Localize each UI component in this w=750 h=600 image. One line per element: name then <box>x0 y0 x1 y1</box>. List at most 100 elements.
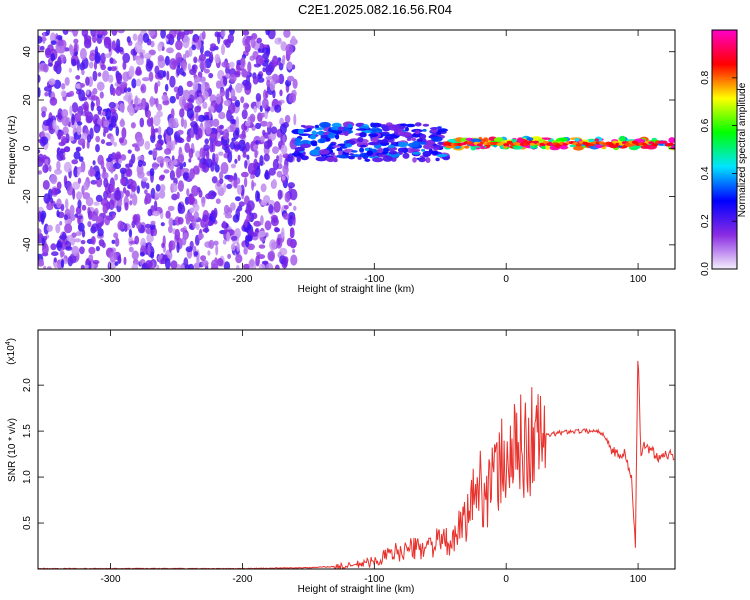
heatmap-cell <box>189 68 197 76</box>
heatmap-cell <box>251 212 258 220</box>
heatmap-cell <box>91 236 96 245</box>
x-tick-label: -200 <box>232 274 252 285</box>
heatmap-cell <box>142 161 147 167</box>
heatmap-cell <box>277 189 283 200</box>
heatmap-cell <box>232 214 240 223</box>
heatmap-cell <box>414 122 422 127</box>
heatmap-cell <box>125 163 132 168</box>
heatmap-cell <box>53 79 62 90</box>
snr-y-ticks: 0.5 1.0 1.5 2.0 <box>22 378 675 530</box>
heatmap-cell <box>54 168 62 175</box>
heatmap-cell <box>100 139 106 145</box>
heatmap-cell <box>110 167 114 174</box>
heatmap-cell <box>157 134 162 140</box>
heatmap-cell <box>287 75 295 82</box>
heatmap-cell <box>83 101 89 112</box>
heatmap-cell <box>148 71 154 82</box>
colorbar-frame <box>711 29 738 270</box>
heatmap-cell <box>387 124 400 131</box>
heatmap-cell <box>106 157 113 162</box>
heatmap-cell <box>431 150 439 155</box>
heatmap-cell <box>205 158 213 168</box>
heatmap-cell <box>415 130 420 135</box>
heatmap-cell <box>418 157 426 163</box>
y-tick-label: 40 <box>22 46 33 58</box>
heatmap-cell <box>44 92 49 97</box>
heatmap-cell <box>259 120 268 127</box>
heatmap-cell <box>220 30 226 38</box>
heatmap-cell <box>171 193 179 201</box>
heatmap-cell <box>409 148 421 153</box>
heatmap-cell <box>272 55 279 67</box>
heatmap-cell <box>96 106 103 112</box>
heatmap-cell <box>236 184 242 195</box>
heatmap-cell <box>266 139 273 148</box>
heatmap-cell <box>260 199 268 206</box>
heatmap-cell <box>86 134 92 143</box>
heatmap-cell <box>229 61 235 69</box>
heatmap-cell <box>176 166 182 178</box>
heatmap-cell <box>251 179 255 191</box>
heatmap-cell <box>115 86 123 97</box>
heatmap-cell <box>132 193 138 206</box>
heatmap-cell <box>122 71 130 82</box>
heatmap-cell <box>78 156 84 162</box>
x-tick-label: 100 <box>630 574 647 585</box>
heatmap-cell <box>230 202 236 211</box>
heatmap-cell <box>387 144 395 149</box>
heatmap-cell <box>60 259 65 269</box>
heatmap-cell <box>296 156 301 163</box>
heatmap-cell <box>114 189 122 201</box>
heatmap-cell <box>229 119 237 125</box>
heatmap-cell <box>200 82 206 94</box>
heatmap-ridge-cell <box>503 143 510 147</box>
heatmap-cell <box>64 77 70 86</box>
heatmap-cell <box>249 173 254 180</box>
heatmap-cell <box>42 243 49 255</box>
heatmap-ridge-cell <box>612 140 618 144</box>
heatmap-cell <box>255 122 262 130</box>
heatmap-cell <box>104 215 111 226</box>
heatmap-cell <box>231 137 236 142</box>
heatmap-cell <box>75 83 81 89</box>
x-tick-label: -100 <box>364 274 384 285</box>
heatmap-cell <box>264 220 272 231</box>
heatmap-cell <box>155 184 161 192</box>
spectrogram-x-ticks: -300 -200 -100 0 100 <box>101 30 647 285</box>
heatmap-cell <box>559 137 568 141</box>
heatmap-cell <box>245 120 251 127</box>
heatmap-cell <box>230 235 238 241</box>
heatmap-cell <box>139 117 145 128</box>
heatmap-cell <box>49 97 58 106</box>
heatmap-cell <box>95 135 101 143</box>
heatmap-cell <box>50 243 57 251</box>
heatmap-cell <box>284 114 291 124</box>
heatmap-cell <box>170 260 178 269</box>
heatmap-cell <box>250 37 256 49</box>
heatmap-cell <box>236 242 240 252</box>
heatmap-cell <box>168 159 175 171</box>
heatmap-cell <box>238 133 247 139</box>
heatmap-cell <box>299 153 304 159</box>
heatmap-cell <box>431 136 443 142</box>
colorbar-label: Normalized spectral amplitude <box>737 82 748 217</box>
heatmap-cell <box>274 104 282 113</box>
heatmap-cell <box>400 123 407 127</box>
heatmap-cell <box>418 133 427 140</box>
y-tick-label: -40 <box>22 237 33 252</box>
heatmap-cell <box>112 87 116 97</box>
heatmap-cell <box>42 32 46 44</box>
heatmap-cell <box>149 168 155 177</box>
heatmap-cell <box>266 79 271 88</box>
heatmap-cell <box>50 40 57 45</box>
heatmap-cell <box>336 147 343 152</box>
heatmap-cell <box>131 263 139 269</box>
heatmap-cell <box>90 100 95 112</box>
heatmap-cell <box>155 143 161 148</box>
snr-panel: -300 -200 -100 0 100 0.5 1.0 1.5 2.0 Height of … <box>5 329 676 595</box>
heatmap-cell <box>191 44 197 51</box>
heatmap-cell <box>95 246 100 252</box>
heatmap-cell <box>92 160 96 166</box>
heatmap-cell <box>243 102 249 110</box>
heatmap-cell <box>56 181 62 190</box>
